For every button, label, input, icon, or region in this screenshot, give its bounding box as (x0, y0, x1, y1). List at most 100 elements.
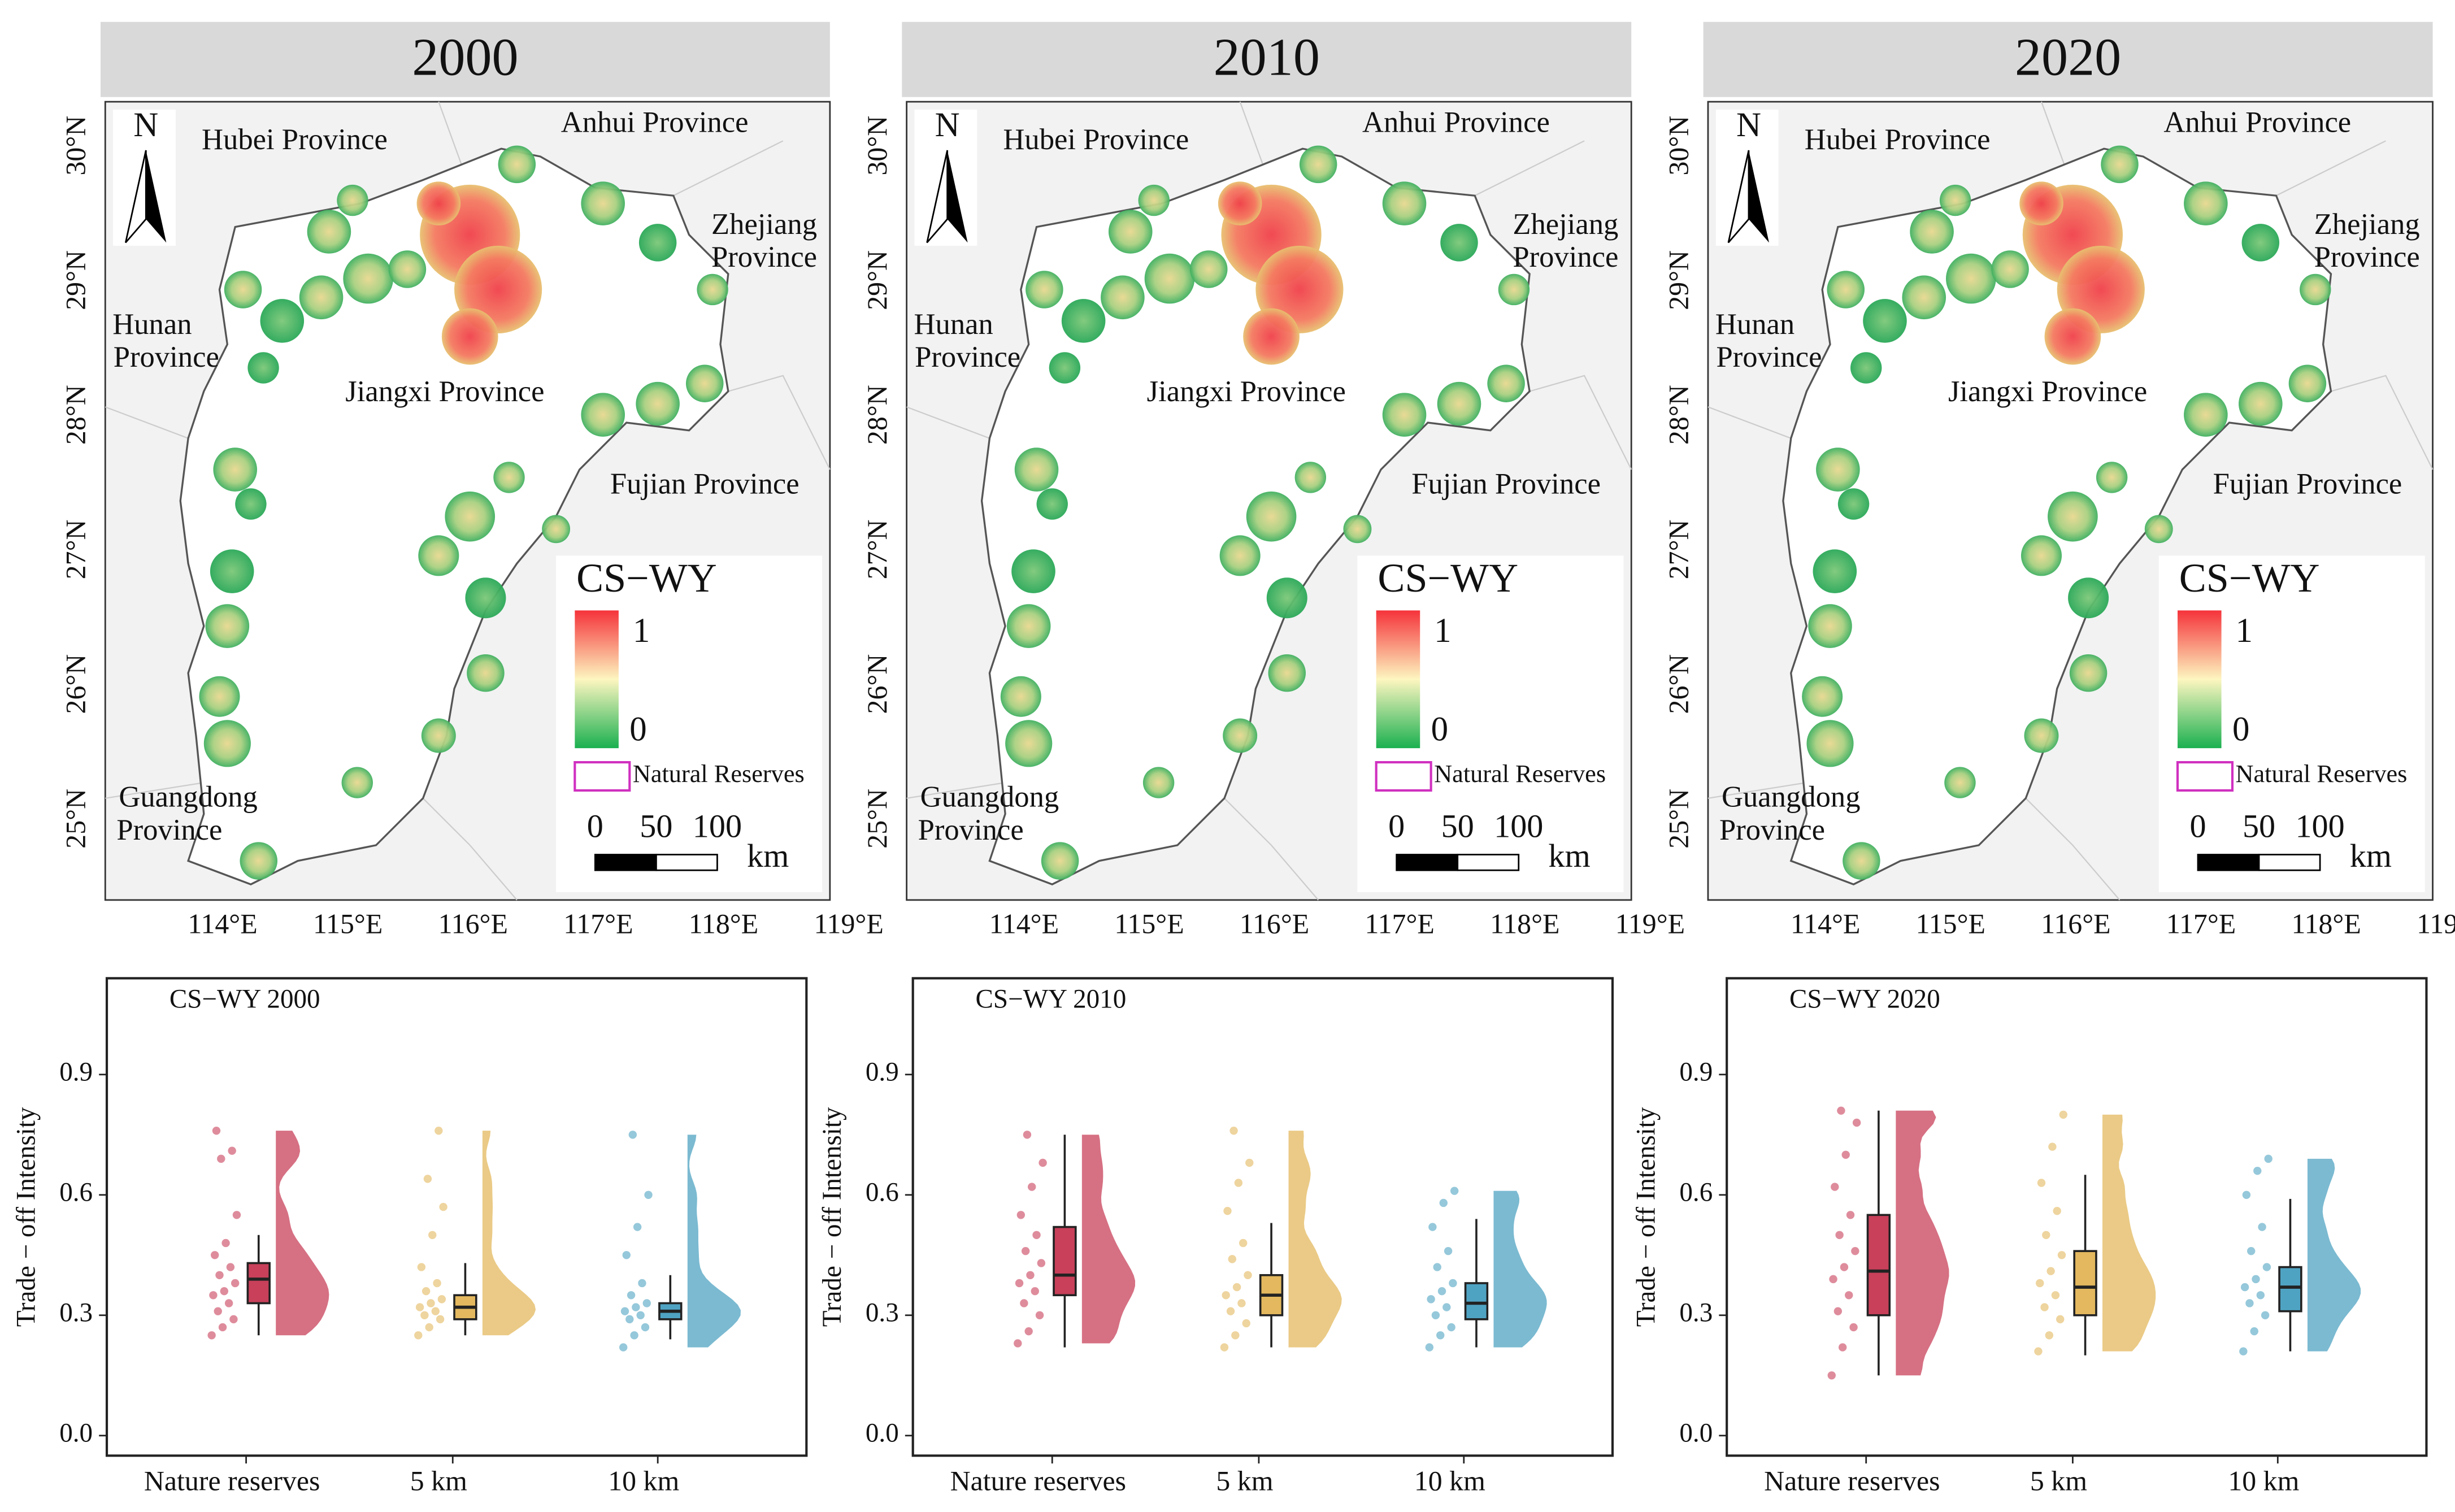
map-patch (636, 381, 680, 426)
point (209, 1291, 218, 1300)
y-tick-label: 0.6 (59, 1178, 93, 1207)
point (1425, 1343, 1434, 1352)
point (1841, 1150, 1850, 1159)
point (1026, 1271, 1035, 1279)
violin (1288, 1131, 1342, 1348)
map-patch (2241, 224, 2280, 262)
province-label: Hubei Province (1805, 123, 1991, 156)
point (434, 1126, 443, 1135)
point (231, 1279, 240, 1288)
x-tick-label: Nature reserves (950, 1466, 1126, 1497)
x-tick-label: 10 km (2228, 1466, 2299, 1497)
lat-label: 27°N (862, 519, 893, 579)
violin (687, 1135, 741, 1348)
y-tick-label: 0.3 (59, 1298, 93, 1328)
scale-bar (1457, 854, 1520, 871)
map-title: 2000 (412, 28, 518, 86)
lat-label: 25°N (60, 789, 92, 849)
map-patch (1190, 250, 1228, 288)
y-tick-label: 0.6 (1679, 1178, 1713, 1207)
point (1831, 1183, 1839, 1191)
map-patch (2144, 515, 2173, 544)
map-patch (1382, 181, 1427, 225)
map-patch (1219, 535, 1261, 576)
point (1032, 1231, 1041, 1239)
map-patch (1802, 676, 1843, 717)
point (210, 1251, 219, 1259)
legend-max: 1 (633, 612, 650, 650)
map-patch (2069, 654, 2108, 692)
map-patch (388, 250, 427, 288)
point (433, 1279, 441, 1288)
province-label: Fujian Province (2213, 468, 2402, 501)
point (2262, 1263, 2271, 1271)
violin (1493, 1191, 1547, 1348)
point (2250, 1327, 2258, 1336)
map-patch (1437, 381, 1481, 426)
point (1015, 1279, 1024, 1288)
point (1239, 1239, 1248, 1248)
y-axis-label: Trade − off Intensity (818, 1107, 847, 1327)
lon-label: 117°E (2166, 908, 2236, 939)
x-tick-label: 5 km (2030, 1466, 2087, 1497)
point (1428, 1223, 1437, 1231)
point (1840, 1263, 1849, 1271)
violin (482, 1131, 536, 1336)
scale-bar (2258, 854, 2321, 871)
map-patch (638, 224, 677, 262)
y-tick-label: 0.3 (866, 1298, 899, 1328)
point (1220, 1343, 1229, 1352)
point (622, 1251, 631, 1259)
map-patch (1816, 447, 1860, 492)
map-patch (445, 491, 496, 542)
reserve-label: Natural Reserves (2236, 760, 2408, 788)
lat-label: 25°N (862, 789, 893, 849)
point (2252, 1275, 2260, 1284)
province-label: Province (1513, 241, 1618, 273)
y-tick-label: 0.0 (59, 1419, 93, 1448)
point (1222, 1291, 1230, 1300)
province-border (105, 101, 831, 901)
north-arrow (146, 150, 167, 243)
province-label: Guangdong (119, 781, 258, 814)
lat-label: 26°N (60, 654, 92, 714)
legend-title: CS−WY (2179, 555, 2320, 601)
province-label: Fujian Province (1411, 468, 1601, 501)
point (1234, 1179, 1243, 1187)
box (2073, 1250, 2097, 1317)
map-patch (337, 184, 368, 216)
map-patch (203, 720, 251, 767)
map-patch (1138, 184, 1170, 216)
point (2264, 1154, 2272, 1163)
lat-label: 27°N (1663, 519, 1694, 579)
point (1023, 1131, 1032, 1139)
legend-gradient (1376, 610, 1420, 749)
point (2051, 1291, 2060, 1300)
lat-label: 29°N (862, 250, 893, 310)
province-label: Province (2314, 241, 2420, 273)
lat-label: 26°N (1663, 654, 1694, 714)
point (1035, 1311, 1044, 1319)
map-patch (1863, 299, 1907, 343)
scale-bar (2197, 854, 2260, 871)
map-patch (1946, 253, 1996, 304)
lon-label: 117°E (563, 908, 633, 939)
map-patch (2101, 145, 2139, 184)
map-patch (1144, 253, 1195, 304)
legend-gradient (2178, 610, 2222, 749)
point (1851, 1246, 1859, 1255)
box (1053, 1226, 1077, 1297)
province-label: Anhui Province (1362, 106, 1550, 139)
point (1450, 1187, 1459, 1195)
map-patch (697, 273, 728, 306)
map-patch (1041, 842, 1079, 880)
map-patch (1049, 352, 1081, 384)
map-patch (1299, 145, 1337, 184)
point (437, 1295, 446, 1304)
box (2278, 1266, 2302, 1313)
point (625, 1315, 634, 1324)
map-patch (2300, 273, 2331, 306)
point (1433, 1263, 1441, 1271)
map-patch (1837, 488, 1870, 520)
point (1827, 1371, 1836, 1380)
